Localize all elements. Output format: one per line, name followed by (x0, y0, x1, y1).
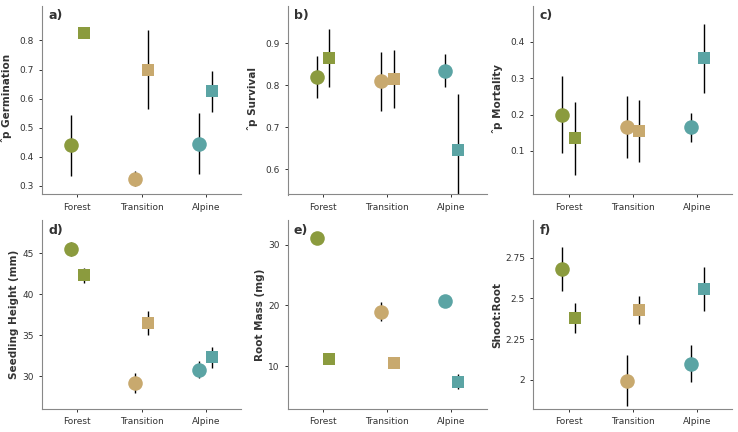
Y-axis label: Seedling Height (mm): Seedling Height (mm) (10, 250, 19, 379)
Point (621, 124, 632, 131)
Text: b): b) (294, 10, 308, 22)
Y-axis label: ̂p Survival: ̂p Survival (251, 70, 262, 130)
Point (323, 356, 335, 362)
Text: a): a) (48, 10, 63, 22)
Text: e): e) (294, 224, 308, 237)
Point (65, 245, 77, 252)
Point (142, 66, 154, 73)
Point (387, 360, 399, 367)
Point (697, 55, 709, 62)
Text: d): d) (48, 224, 63, 237)
Point (142, 319, 154, 326)
Point (633, 127, 645, 134)
Text: c): c) (539, 10, 553, 22)
Point (387, 76, 399, 83)
Point (685, 360, 697, 367)
Point (78, 30, 90, 37)
Point (633, 306, 645, 313)
Point (78, 272, 90, 279)
Point (206, 354, 218, 361)
Point (556, 266, 568, 273)
Point (375, 78, 387, 85)
Point (311, 235, 323, 242)
Point (697, 286, 709, 293)
Y-axis label: ̂p Germination: ̂p Germination (6, 58, 16, 142)
Point (439, 67, 451, 74)
Y-axis label: ̂p Mortality: ̂p Mortality (497, 67, 508, 133)
Point (323, 54, 335, 61)
Point (439, 297, 451, 304)
Text: f): f) (539, 224, 551, 237)
Point (685, 124, 697, 131)
Point (65, 142, 77, 149)
Point (193, 366, 205, 373)
Point (311, 73, 323, 80)
Point (569, 135, 581, 142)
Point (452, 378, 463, 385)
Point (375, 308, 387, 315)
Point (569, 314, 581, 321)
Point (556, 111, 568, 118)
Y-axis label: Shoot:Root: Shoot:Root (492, 282, 503, 348)
Point (621, 377, 632, 384)
Point (206, 88, 218, 95)
Point (193, 140, 205, 147)
Y-axis label: Root Mass (mg): Root Mass (mg) (255, 268, 265, 361)
Point (129, 379, 141, 386)
Point (129, 175, 141, 182)
Point (452, 147, 463, 154)
